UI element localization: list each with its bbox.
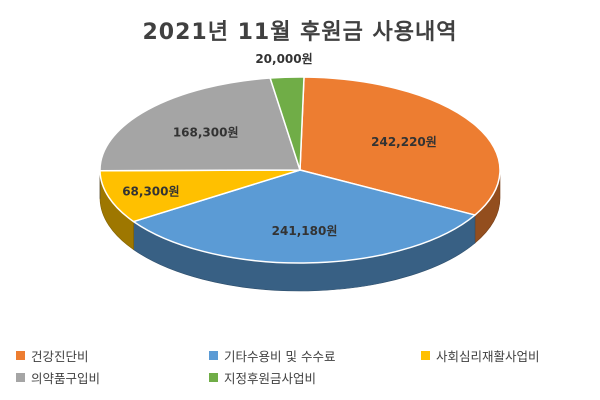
legend-swatch xyxy=(209,372,218,382)
legend-item: 지정후원금사업비 xyxy=(209,368,421,387)
legend-swatch xyxy=(209,350,218,360)
legend-swatch xyxy=(16,372,25,382)
legend-swatch xyxy=(16,350,25,360)
legend-item: 의약품구입비 xyxy=(16,368,209,387)
pie-slice xyxy=(99,77,301,172)
legend-item: 건강진단비 xyxy=(16,346,209,365)
data-label: 168,300원 xyxy=(173,126,239,140)
pie-slice xyxy=(299,76,501,216)
legend-label: 건강진단비 xyxy=(31,348,89,364)
data-label: 68,300원 xyxy=(122,184,179,198)
pie-slice xyxy=(132,169,476,264)
legend-label: 사회심리재활사업비 xyxy=(436,348,540,364)
pie-slice xyxy=(99,169,301,223)
legend-item: 사회심리재활사업비 xyxy=(421,346,540,365)
legend-row: 의약품구입비 지정후원금사업비 xyxy=(16,366,596,388)
legend-label: 기타수용비 및 수수료 xyxy=(224,348,336,364)
data-label: 20,000원 xyxy=(255,52,312,66)
data-label: 241,180원 xyxy=(272,224,338,238)
data-label: 242,220원 xyxy=(371,135,437,149)
legend-item: 기타수용비 및 수수료 xyxy=(209,346,421,365)
legend-swatch xyxy=(421,350,430,360)
legend: 건강진단비 기타수용비 및 수수료 사회심리재활사업비 의약품구입비 지정후원금… xyxy=(16,344,596,388)
chart-title: 2021년 11월 후원금 사용내역 xyxy=(142,20,458,45)
legend-label: 지정후원금사업비 xyxy=(224,370,317,386)
pie-slice xyxy=(269,76,305,171)
legend-row: 건강진단비 기타수용비 및 수수료 사회심리재활사업비 xyxy=(16,344,596,366)
legend-label: 의약품구입비 xyxy=(31,370,101,386)
